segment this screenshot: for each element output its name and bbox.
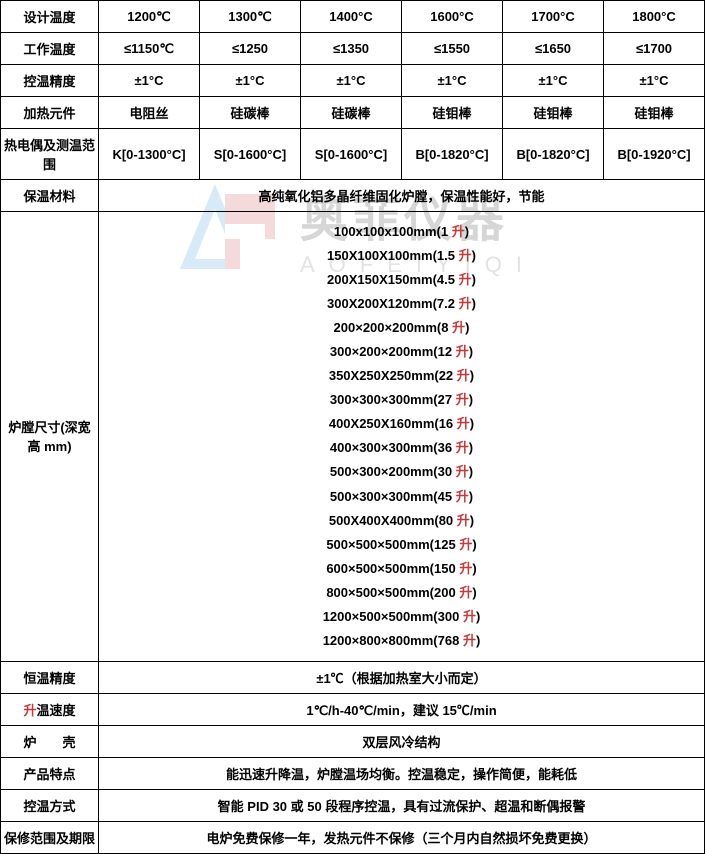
v-th-4: B[0-1820°C] — [503, 129, 604, 180]
v-insulation: 高纯氧化铝多晶纤维固化炉膛，保温性能好，节能 — [99, 180, 705, 212]
v-acc-1: ±1°C — [200, 65, 301, 97]
h-heat-rate: 升温速度 — [1, 693, 99, 725]
h-sizes: 炉膛尺寸(深宽高 mm) — [1, 212, 99, 662]
h-insulation: 保温材料 — [1, 180, 99, 212]
v-th-0: K[0-1300°C] — [99, 129, 200, 180]
v-acc-0: ±1°C — [99, 65, 200, 97]
h-shell: 炉 壳 — [1, 725, 99, 757]
v-th-1: S[0-1600°C] — [200, 129, 301, 180]
h-features: 产品特点 — [1, 757, 99, 789]
v-acc-5: ±1°C — [604, 65, 705, 97]
v-sizes: 100x100x100mm(1 升)150X100X100mm(1.5 升)20… — [99, 212, 705, 662]
row-const-acc: 恒温精度 ±1℃（根据加热室大小而定） — [1, 661, 705, 693]
v-el-4: 硅钼棒 — [503, 97, 604, 129]
h-thermo: 热电偶及测温范围 — [1, 129, 99, 180]
v-design-1: 1300℃ — [200, 1, 301, 33]
v-shell: 双层风冷结构 — [99, 725, 705, 757]
v-warranty: 电炉免费保修一年，发热元件不保修（三个月内自然损坏免费更换） — [99, 821, 705, 853]
v-design-4: 1700°C — [503, 1, 604, 33]
v-design-2: 1400°C — [301, 1, 402, 33]
v-el-1: 硅碳棒 — [200, 97, 301, 129]
row-features: 产品特点 能迅速升降温，炉膛温场均衡。控温稳定，操作简便，能耗低 — [1, 757, 705, 789]
row-temp-acc: 控温精度 ±1°C ±1°C ±1°C ±1°C ±1°C ±1°C — [1, 65, 705, 97]
v-ctrl: 智能 PID 30 或 50 段程序控温，具有过流保护、超温和断偶报警 — [99, 789, 705, 821]
v-el-0: 电阻丝 — [99, 97, 200, 129]
h-warranty: 保修范围及期限 — [1, 821, 99, 853]
v-acc-3: ±1°C — [402, 65, 503, 97]
v-acc-4: ±1°C — [503, 65, 604, 97]
row-heat-el: 加热元件 电阻丝 硅碳棒 硅碳棒 硅钼棒 硅钼棒 硅钼棒 — [1, 97, 705, 129]
row-ctrl: 控温方式 智能 PID 30 或 50 段程序控温，具有过流保护、超温和断偶报警 — [1, 789, 705, 821]
row-shell: 炉 壳 双层风冷结构 — [1, 725, 705, 757]
v-el-5: 硅钼棒 — [604, 97, 705, 129]
row-heat-rate: 升温速度 1℃/h-40℃/min，建议 15℃/min — [1, 693, 705, 725]
h-design-temp: 设计温度 — [1, 1, 99, 33]
row-design-temp: 设计温度 1200℃ 1300℃ 1400°C 1600°C 1700°C 18… — [1, 1, 705, 33]
v-const-acc: ±1℃（根据加热室大小而定） — [99, 661, 705, 693]
v-th-5: B[0-1920°C] — [604, 129, 705, 180]
row-thermo: 热电偶及测温范围 K[0-1300°C] S[0-1600°C] S[0-160… — [1, 129, 705, 180]
v-work-1: ≤1250 — [200, 33, 301, 65]
v-el-3: 硅钼棒 — [402, 97, 503, 129]
v-acc-2: ±1°C — [301, 65, 402, 97]
row-insulation: 保温材料 高纯氧化铝多晶纤维固化炉膛，保温性能好，节能 — [1, 180, 705, 212]
v-features: 能迅速升降温，炉膛温场均衡。控温稳定，操作简便，能耗低 — [99, 757, 705, 789]
v-th-2: S[0-1600°C] — [301, 129, 402, 180]
v-work-5: ≤1700 — [604, 33, 705, 65]
v-work-4: ≤1650 — [503, 33, 604, 65]
v-work-2: ≤1350 — [301, 33, 402, 65]
v-th-3: B[0-1820°C] — [402, 129, 503, 180]
v-work-0: ≤1150℃ — [99, 33, 200, 65]
h-const-acc: 恒温精度 — [1, 661, 99, 693]
row-warranty: 保修范围及期限 电炉免费保修一年，发热元件不保修（三个月内自然损坏免费更换） — [1, 821, 705, 853]
v-design-3: 1600°C — [402, 1, 503, 33]
v-design-0: 1200℃ — [99, 1, 200, 33]
h-temp-acc: 控温精度 — [1, 65, 99, 97]
v-el-2: 硅碳棒 — [301, 97, 402, 129]
row-sizes: 炉膛尺寸(深宽高 mm) 100x100x100mm(1 升)150X100X1… — [1, 212, 705, 662]
v-design-5: 1800°C — [604, 1, 705, 33]
h-work-temp: 工作温度 — [1, 33, 99, 65]
v-work-3: ≤1550 — [402, 33, 503, 65]
spec-table: 设计温度 1200℃ 1300℃ 1400°C 1600°C 1700°C 18… — [0, 0, 705, 854]
v-heat-rate: 1℃/h-40℃/min，建议 15℃/min — [99, 693, 705, 725]
row-work-temp: 工作温度 ≤1150℃ ≤1250 ≤1350 ≤1550 ≤1650 ≤170… — [1, 33, 705, 65]
h-heat-el: 加热元件 — [1, 97, 99, 129]
h-ctrl: 控温方式 — [1, 789, 99, 821]
